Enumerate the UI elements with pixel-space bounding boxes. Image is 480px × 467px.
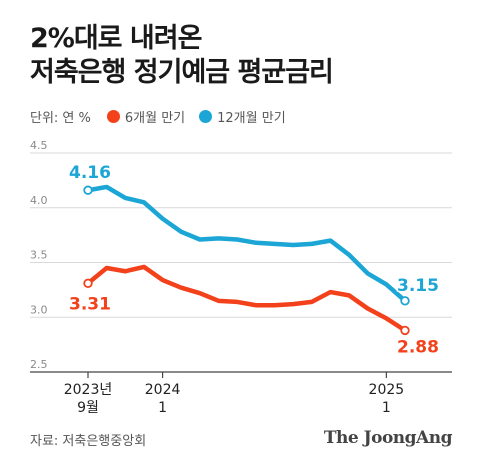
brand-logo: The JoongAng	[323, 428, 453, 448]
chart-title: 2%대로 내려온 저축은행 정기예금 평균금리	[30, 22, 334, 90]
y-tick-label: 2.5	[30, 358, 48, 371]
title-line-2: 저축은행 정기예금 평균금리	[30, 57, 334, 88]
endpoint-marker	[83, 278, 93, 289]
x-tick-label: 2025	[369, 382, 405, 398]
series-line-12m	[85, 184, 408, 304]
y-tick-label: 4.5	[30, 139, 48, 152]
series-line-6m	[85, 264, 408, 333]
endpoint-marker	[83, 185, 93, 195]
endpoint-marker	[400, 325, 410, 336]
x-tick-label: 1	[382, 400, 391, 416]
x-tick-label: 1	[158, 400, 167, 416]
legend-item-12m: 12개월 만기	[199, 107, 286, 126]
legend-swatch-12m	[199, 110, 213, 123]
y-tick-label: 3.5	[30, 249, 48, 262]
legend-label-12m: 12개월 만기	[217, 111, 286, 126]
x-tick-label: 9월	[77, 400, 99, 416]
unit-label: 단위: 연 %	[30, 111, 91, 126]
data-label: 4.16	[69, 163, 111, 183]
data-label: 2.88	[397, 337, 439, 357]
endpoint-marker	[400, 296, 410, 306]
title-line-1: 2%대로 내려온	[30, 23, 202, 54]
data-label: 3.31	[69, 294, 111, 314]
data-label: 3.15	[397, 276, 439, 296]
y-tick-label: 3.0	[30, 303, 48, 316]
legend-item-6m: 6개월 만기	[106, 107, 186, 126]
legend-label-6m: 6개월 만기	[124, 111, 186, 126]
legend: 단위: 연 % 6개월 만기 12개월 만기	[30, 107, 300, 126]
source-note: 자료: 저축은행중앙회	[30, 434, 147, 449]
legend-swatch-6m	[106, 110, 120, 123]
x-tick-label: 2024	[145, 382, 181, 398]
x-tick-label: 2023년	[64, 382, 113, 398]
y-tick-label: 4.0	[30, 194, 48, 207]
